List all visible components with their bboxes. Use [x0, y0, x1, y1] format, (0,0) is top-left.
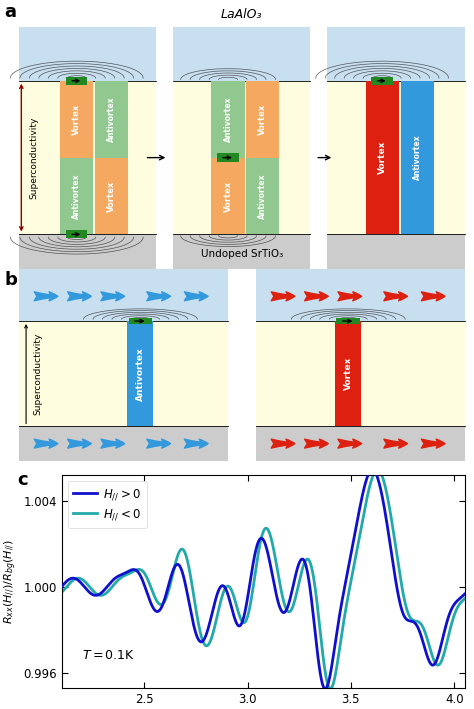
Bar — [372, 77, 393, 85]
Text: Vortex: Vortex — [258, 104, 267, 135]
Text: Superconductivity: Superconductivity — [33, 333, 42, 415]
Bar — [256, 321, 465, 426]
$H_{//} > 0$ — [365, 471, 371, 480]
Text: $T = 0.1$K: $T = 0.1$K — [82, 649, 135, 662]
Bar — [246, 157, 279, 235]
Bar — [246, 81, 279, 157]
Bar — [256, 426, 465, 461]
Bar — [19, 27, 156, 81]
Bar — [173, 235, 310, 269]
$H_{//} < 0$ — [293, 593, 299, 601]
Text: Vortex: Vortex — [344, 357, 353, 391]
Bar — [19, 235, 156, 269]
$H_{//} < 0$ — [374, 466, 380, 474]
$H_{//} < 0$ — [462, 595, 467, 603]
Bar — [19, 269, 228, 321]
$H_{//} > 0$ — [293, 571, 299, 579]
Bar — [94, 81, 128, 157]
Text: Superconductivity: Superconductivity — [29, 116, 38, 199]
$H_{//} > 0$ — [59, 583, 64, 591]
$H_{//} > 0$ — [83, 585, 89, 593]
$H_{//} > 0$ — [462, 590, 467, 598]
Bar — [337, 318, 360, 325]
Text: Antivortex: Antivortex — [73, 173, 81, 219]
Bar — [19, 81, 156, 235]
Text: Antivortex: Antivortex — [107, 96, 116, 142]
Bar — [19, 321, 228, 426]
Bar — [327, 81, 465, 235]
$H_{//} > 0$ — [315, 655, 321, 664]
Bar — [173, 27, 310, 81]
Bar — [128, 321, 154, 426]
Bar — [335, 321, 361, 426]
Text: Antivortex: Antivortex — [224, 96, 233, 142]
Text: Vortex: Vortex — [107, 180, 116, 211]
Bar — [66, 230, 87, 238]
$H_{//} > 0$ — [369, 466, 375, 474]
Text: a: a — [5, 3, 17, 21]
$H_{//} < 0$ — [365, 491, 371, 499]
Text: Vortex: Vortex — [73, 104, 81, 135]
$H_{//} < 0$ — [303, 555, 309, 564]
Y-axis label: $R_{xx}(H_{//})/R_{bg}(H_{//})$: $R_{xx}(H_{//})/R_{bg}(H_{//})$ — [2, 539, 19, 624]
Bar — [66, 77, 87, 85]
$H_{//} < 0$ — [83, 579, 89, 587]
Line: $H_{//} > 0$: $H_{//} > 0$ — [62, 470, 465, 689]
Text: Vortex: Vortex — [224, 180, 233, 211]
Text: c: c — [18, 471, 28, 489]
Bar — [211, 81, 245, 157]
Text: Antivortex: Antivortex — [413, 135, 422, 180]
$H_{//} < 0$ — [407, 612, 412, 620]
Bar — [217, 153, 239, 162]
Text: b: b — [5, 272, 18, 289]
Text: LaAlO₃: LaAlO₃ — [221, 8, 263, 21]
$H_{//} < 0$ — [328, 685, 333, 693]
$H_{//} > 0$ — [303, 562, 309, 571]
$H_{//} < 0$ — [59, 588, 64, 597]
$H_{//} > 0$ — [407, 617, 412, 625]
Text: Undoped SrTiO₃: Undoped SrTiO₃ — [201, 249, 283, 259]
$H_{//} > 0$ — [322, 685, 328, 693]
Bar — [60, 157, 93, 235]
Bar — [94, 157, 128, 235]
Bar — [401, 81, 435, 235]
Text: Vortex: Vortex — [378, 141, 387, 174]
Bar — [19, 426, 228, 461]
Bar — [327, 235, 465, 269]
$H_{//} < 0$ — [315, 610, 321, 618]
Text: Antivortex: Antivortex — [136, 347, 145, 401]
Line: $H_{//} < 0$: $H_{//} < 0$ — [62, 470, 465, 689]
Bar — [327, 27, 465, 81]
Bar — [60, 81, 93, 157]
Legend: $H_{//} > 0$, $H_{//} < 0$: $H_{//} > 0$, $H_{//} < 0$ — [67, 481, 146, 528]
Bar — [173, 81, 310, 235]
Text: Antivortex: Antivortex — [258, 173, 267, 219]
Bar — [128, 318, 152, 325]
Bar — [256, 269, 465, 321]
Bar — [211, 157, 245, 235]
Bar — [365, 81, 399, 235]
